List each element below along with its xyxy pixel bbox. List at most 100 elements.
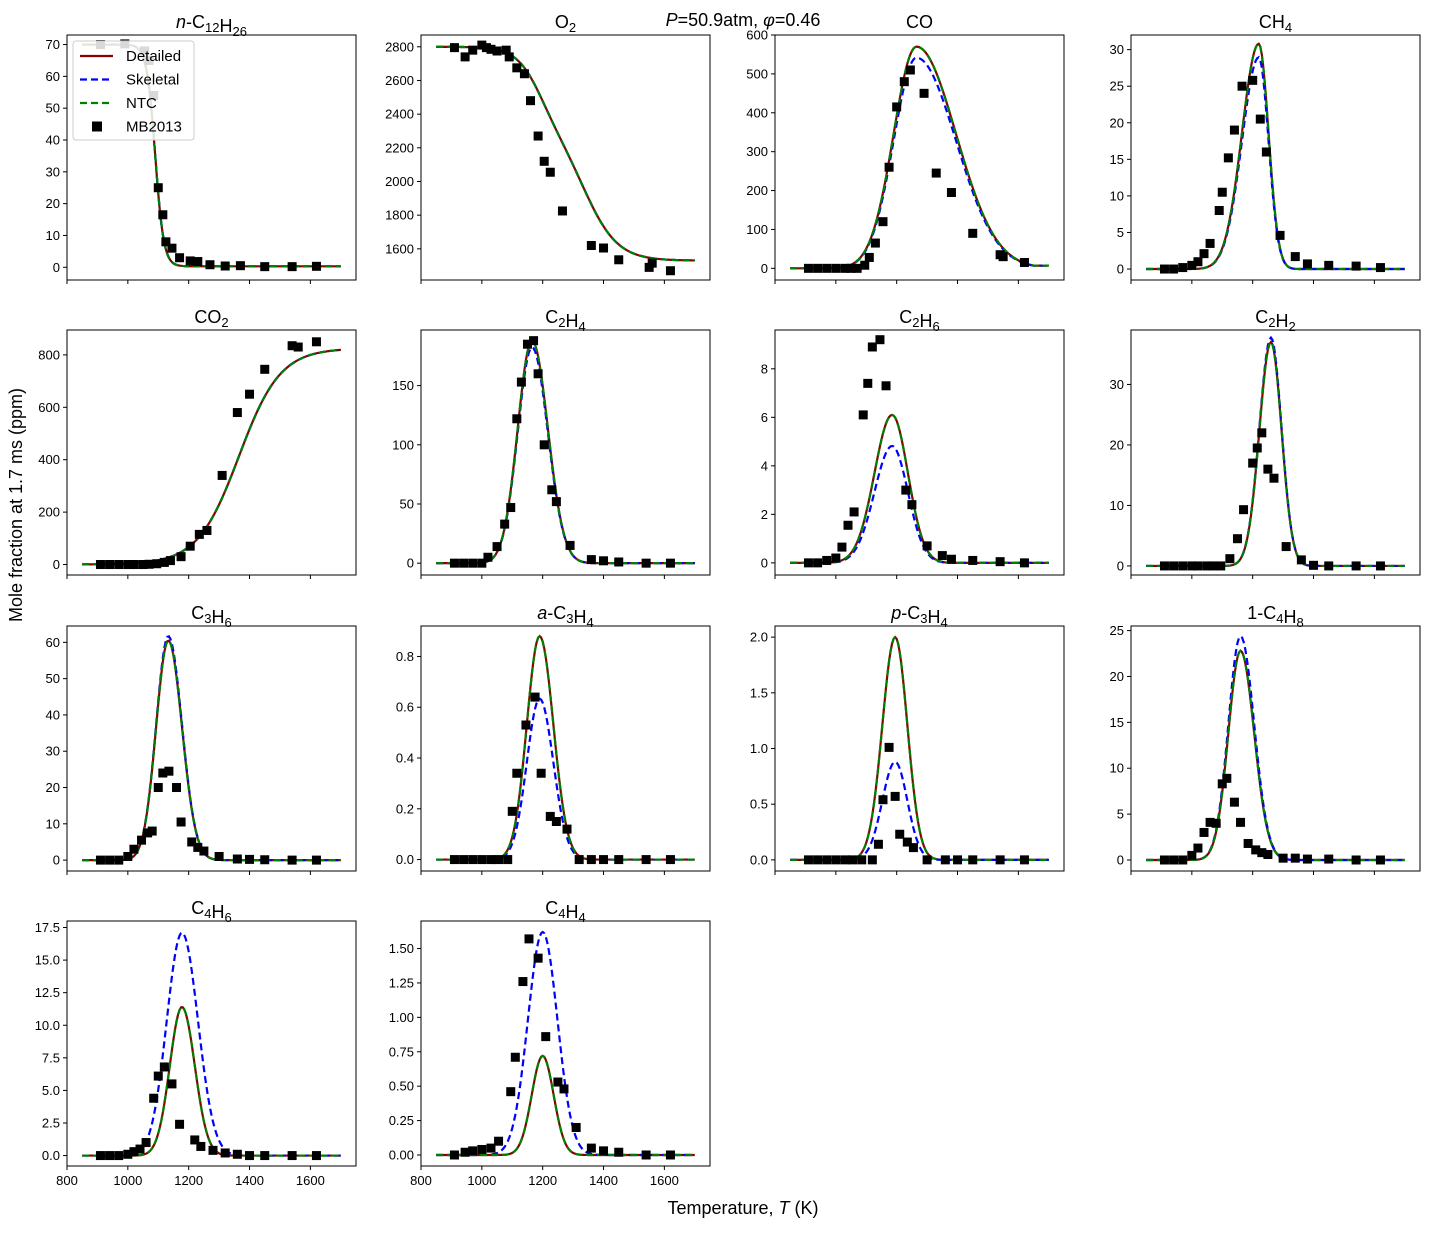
mb2013-point: [919, 88, 929, 98]
mb2013-point: [881, 381, 891, 391]
mb2013-point: [468, 1146, 478, 1156]
y-tick-label: 20: [1110, 437, 1124, 452]
y-tick-label: 70: [46, 37, 60, 52]
mb2013-point: [510, 1052, 520, 1062]
y-tick-label: 0: [1117, 558, 1124, 573]
mb2013-point: [1351, 261, 1361, 271]
y-tick-label: 2000: [385, 174, 414, 189]
y-tick-label: 40: [46, 707, 60, 722]
mb2013-point: [1351, 561, 1361, 571]
mb2013-point: [1225, 554, 1235, 564]
mb2013-point: [161, 237, 171, 247]
mb2013-point: [449, 558, 459, 568]
subplot-title: C2H2: [1255, 307, 1295, 334]
mb2013-point: [1243, 838, 1253, 848]
series-skeletal-line: [790, 760, 1049, 861]
mb2013-point: [840, 855, 850, 865]
subplot-title: CH4: [1259, 12, 1292, 35]
legend-label: Skeletal: [126, 72, 179, 89]
mb2013-point: [460, 52, 470, 62]
legend-label: NTC: [126, 95, 157, 112]
mb2013-point: [1309, 560, 1319, 570]
series-detailed-line: [1146, 42, 1405, 271]
mb2013-point: [193, 842, 203, 852]
mb2013-point: [1199, 249, 1209, 259]
series-ntc-line: [82, 639, 341, 862]
mb2013-point: [1324, 561, 1334, 571]
mb2013-point: [245, 854, 255, 864]
figure-suptitle: P=50.9atm, φ=0.46: [666, 10, 821, 30]
mb2013-point: [504, 52, 514, 62]
mb2013-point: [105, 1151, 115, 1161]
mb2013-point: [137, 835, 147, 845]
mb2013-point: [641, 855, 651, 865]
mb2013-point: [199, 846, 209, 856]
mb2013-point: [1019, 855, 1029, 865]
y-tick-label: 50: [46, 671, 60, 686]
mb2013-point: [287, 262, 297, 272]
mb2013-point: [559, 1084, 569, 1094]
mb2013-point: [158, 768, 168, 778]
mb2013-point: [1187, 260, 1197, 270]
y-tick-label: 150: [392, 378, 414, 393]
subplot-2: CO 0 100 200 300 400 500 600: [746, 12, 1065, 284]
mb2013-point: [529, 336, 539, 346]
mb2013-point: [822, 555, 832, 565]
y-tick-label: 4: [761, 458, 768, 473]
mb2013-point: [539, 440, 549, 450]
y-tick-label: 200: [746, 183, 768, 198]
y-tick-label: 30: [1110, 42, 1124, 57]
mb2013-point: [968, 855, 978, 865]
plot-frame: [420, 625, 711, 872]
y-tick-label: 1.0: [750, 741, 768, 756]
y-tick-label: 0: [53, 853, 60, 868]
mb2013-point: [123, 560, 133, 570]
y-tick-label: 0.2: [396, 801, 414, 816]
mb2013-point: [1193, 257, 1203, 267]
mb2013-point: [129, 844, 139, 854]
y-tick-label: 10: [1110, 761, 1124, 776]
mb2013-point: [143, 828, 153, 838]
subplot-title: CO2: [194, 307, 228, 330]
mb2013-point: [1375, 561, 1385, 571]
mb2013-point: [1239, 505, 1249, 515]
mb2013-point: [1178, 263, 1188, 273]
y-tick-label: 10: [46, 816, 60, 831]
mb2013-point: [153, 183, 163, 193]
mb2013-point: [512, 768, 522, 778]
mb2013-point: [141, 1138, 151, 1148]
mb2013-point: [460, 1147, 470, 1157]
y-tick-label: 100: [392, 437, 414, 452]
mb2013-point: [260, 364, 270, 374]
series-ntc-line: [790, 45, 1049, 270]
mb2013-point: [1169, 855, 1179, 865]
mb2013-point: [153, 1071, 163, 1081]
x-tick-label: 1600: [296, 1173, 325, 1188]
y-tick-label: 30: [46, 164, 60, 179]
series-skeletal-line: [436, 45, 695, 262]
mb2013-point: [562, 824, 572, 834]
series-detailed-line: [1146, 649, 1405, 862]
mb2013-point: [1217, 187, 1227, 197]
y-tick-label: 7.5: [42, 1050, 60, 1065]
mb2013-point: [813, 855, 823, 865]
plot-frame: [66, 920, 357, 1167]
mb2013-point: [867, 342, 877, 352]
y-tick-label: 40: [46, 133, 60, 148]
mb2013-point: [1252, 443, 1262, 453]
mb2013-point: [565, 540, 575, 550]
mb2013-point: [831, 553, 841, 563]
series-detailed-line: [436, 45, 695, 262]
y-tick-label: 6: [761, 410, 768, 425]
y-tick-label: 30: [1110, 377, 1124, 392]
y-tick-label: 15: [1110, 715, 1124, 730]
y-tick-label: 0.6: [396, 700, 414, 715]
series-ntc-line: [1146, 42, 1405, 271]
y-tick-label: 20: [46, 196, 60, 211]
plot-frame: [1130, 625, 1421, 872]
mb2013-point: [187, 837, 197, 847]
mb2013-point: [863, 378, 873, 388]
mb2013-point: [907, 500, 917, 510]
mb2013-point: [105, 855, 115, 865]
